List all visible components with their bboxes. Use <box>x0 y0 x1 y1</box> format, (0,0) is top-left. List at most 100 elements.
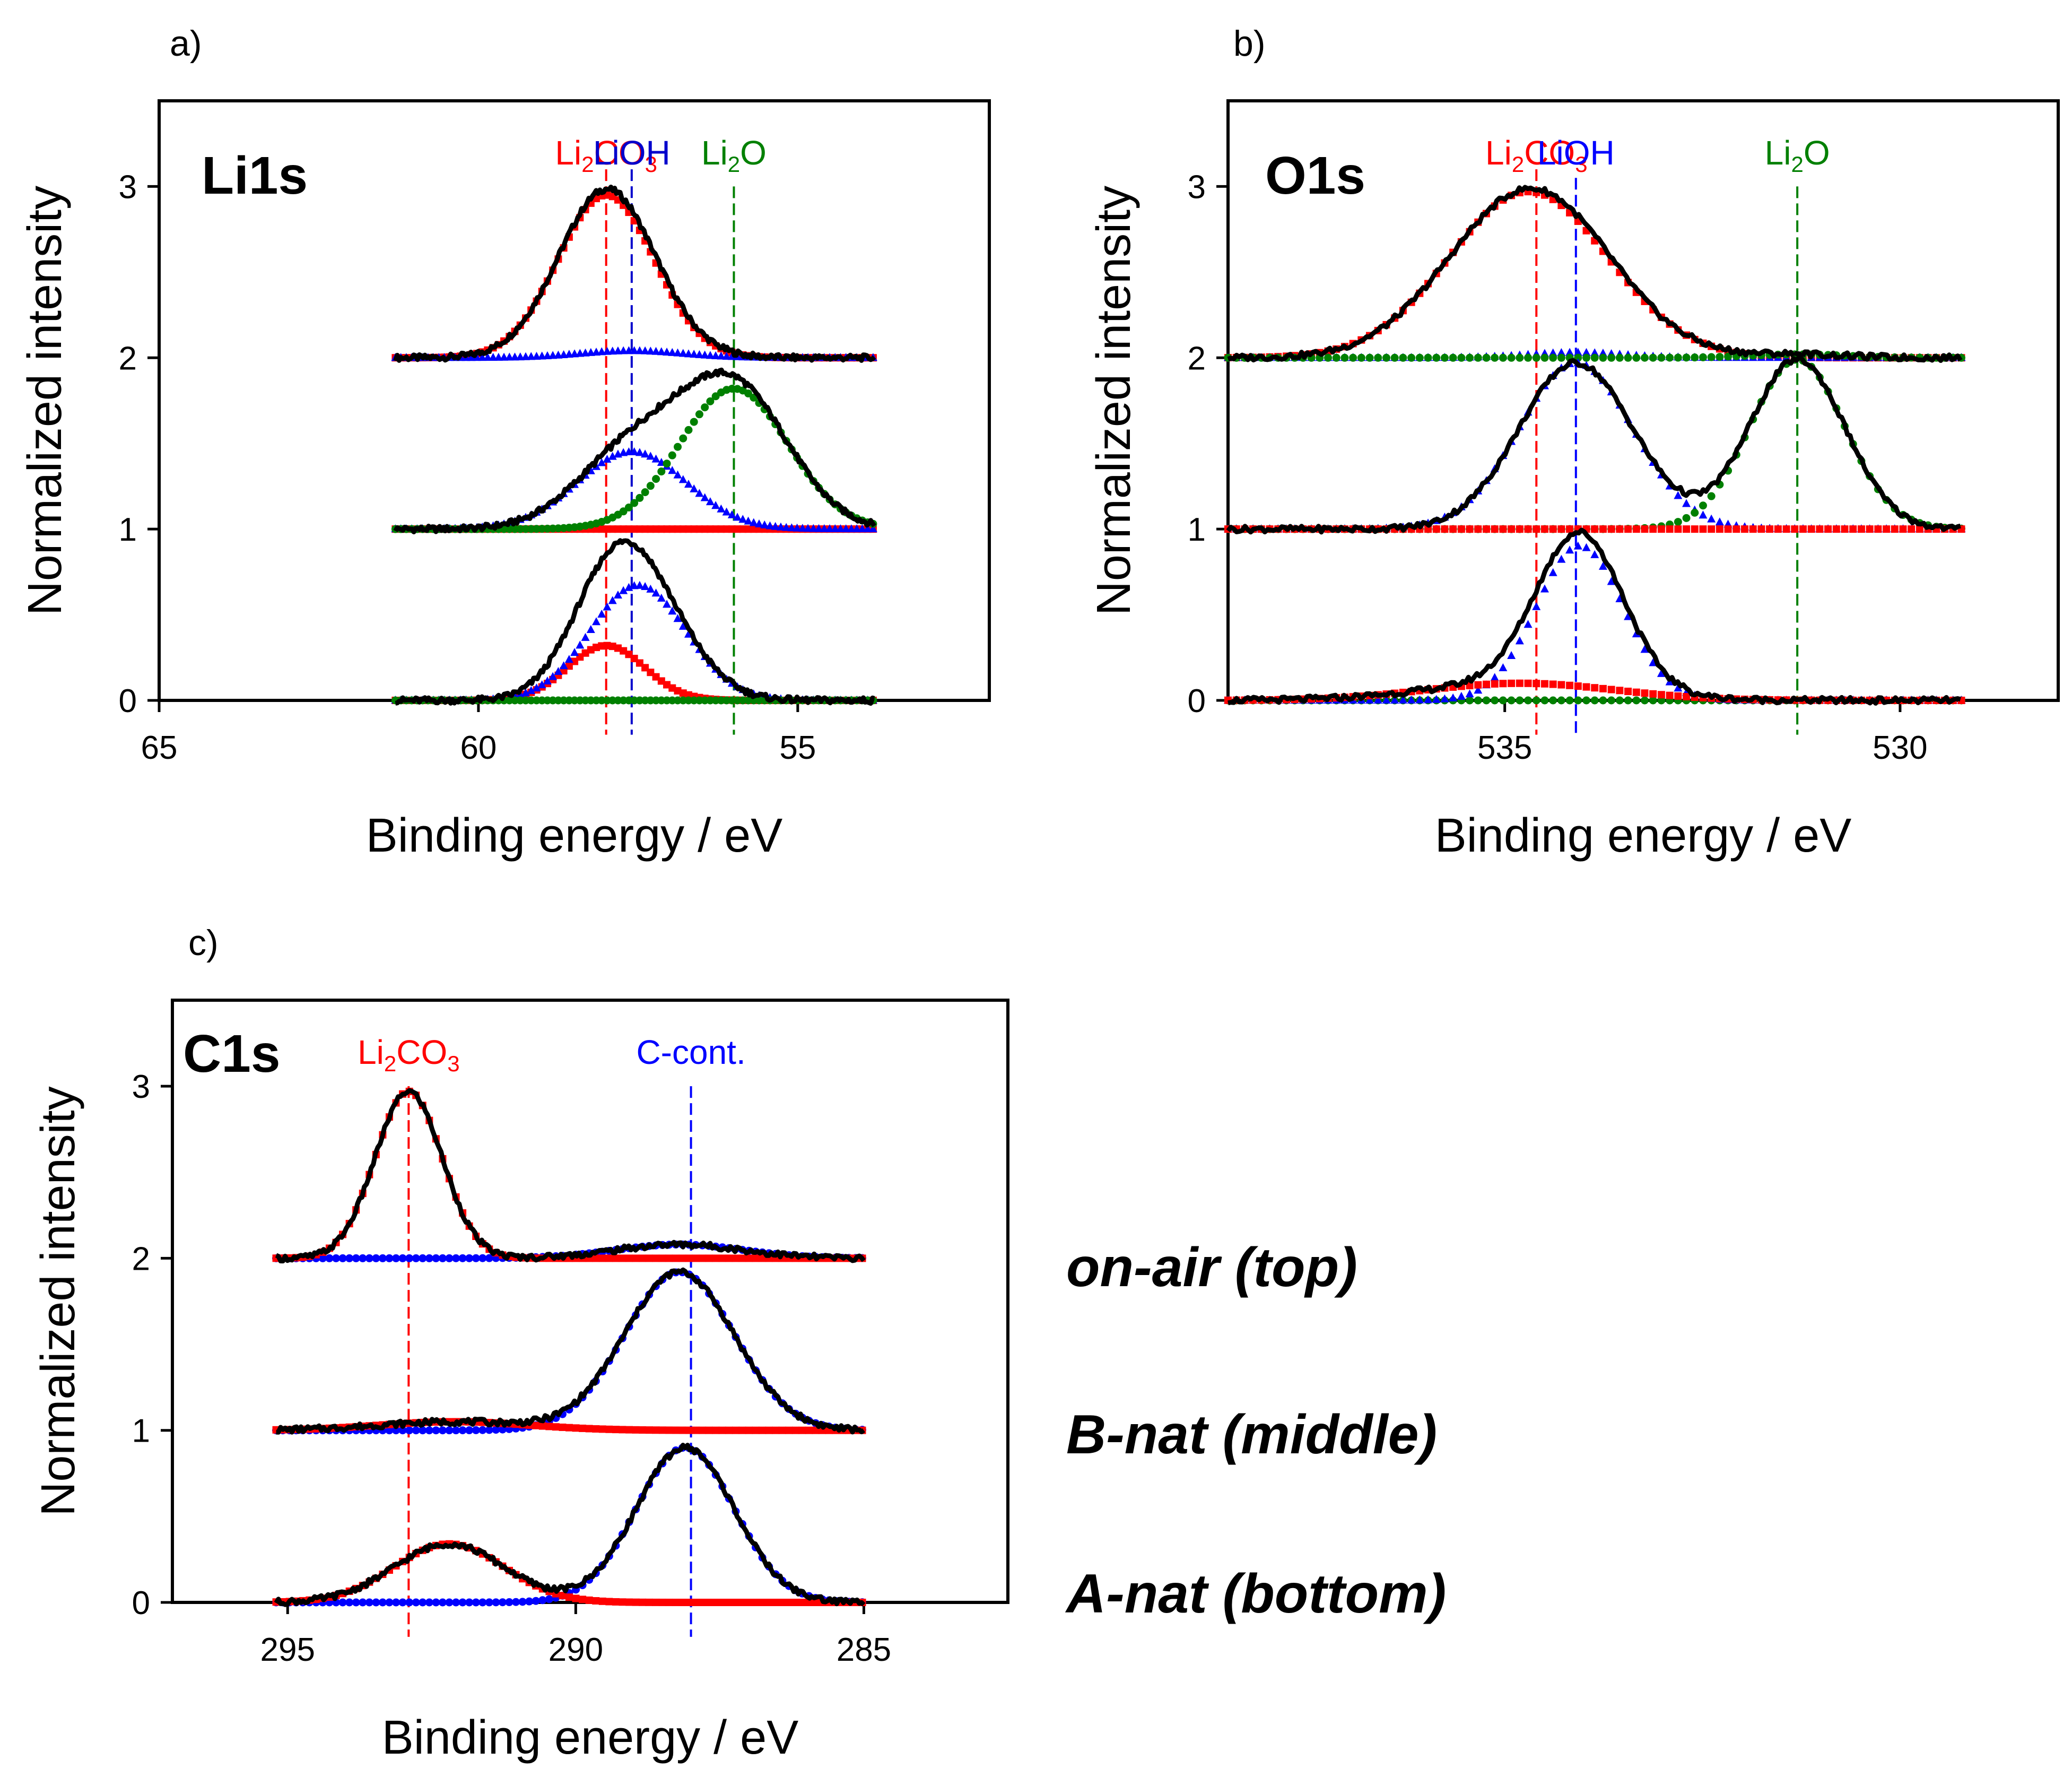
marker <box>772 1426 780 1434</box>
spectrum-1 <box>1224 354 1966 535</box>
marker <box>717 504 726 513</box>
marker <box>1398 695 1407 704</box>
marker <box>492 1426 500 1434</box>
marker <box>645 1254 653 1262</box>
marker <box>1849 525 1857 533</box>
marker <box>1457 353 1466 362</box>
marker <box>1548 568 1557 576</box>
marker <box>665 1254 673 1262</box>
measured-line <box>1226 354 1961 535</box>
spectrum-2 <box>1224 527 1966 706</box>
marker <box>619 1598 626 1606</box>
marker <box>678 621 687 630</box>
marker <box>831 524 840 533</box>
marker <box>538 1596 547 1605</box>
marker <box>738 1254 746 1262</box>
marker <box>1374 353 1382 362</box>
marker <box>1524 353 1533 362</box>
marker <box>612 1598 620 1606</box>
marker <box>1649 525 1657 533</box>
marker <box>852 524 861 533</box>
reference-label: Li2CO3 <box>1485 134 1588 177</box>
marker <box>812 1599 820 1606</box>
marker <box>467 353 476 361</box>
marker <box>1566 681 1574 689</box>
marker <box>1566 525 1574 533</box>
marker <box>1807 525 1815 533</box>
marker <box>412 1598 420 1607</box>
marker <box>619 586 628 594</box>
marker <box>1666 691 1674 699</box>
x-tick-label: 295 <box>260 1632 315 1668</box>
marker <box>1682 353 1691 362</box>
marker <box>598 1597 606 1605</box>
marker <box>1899 525 1907 533</box>
component-c-cont <box>272 1268 866 1435</box>
marker <box>1682 499 1691 507</box>
marker <box>1591 525 1599 533</box>
marker <box>1540 353 1549 362</box>
marker <box>619 1254 626 1262</box>
marker <box>1441 525 1449 533</box>
marker <box>1707 492 1716 500</box>
marker <box>527 352 536 360</box>
marker <box>639 1254 647 1262</box>
marker <box>1674 692 1682 700</box>
y-tick-label: 3 <box>119 169 137 205</box>
marker <box>405 1426 414 1435</box>
marker <box>646 584 655 593</box>
marker <box>605 1425 613 1433</box>
marker <box>805 1599 813 1606</box>
marker <box>672 1598 680 1606</box>
marker <box>771 522 780 530</box>
marker <box>1582 353 1591 362</box>
marker <box>1474 686 1483 694</box>
marker <box>668 348 677 356</box>
marker <box>521 688 530 697</box>
marker <box>579 1596 587 1603</box>
marker <box>744 516 753 525</box>
marker <box>1540 680 1548 688</box>
component-lioh <box>391 447 877 533</box>
marker <box>1674 518 1682 526</box>
measured-line <box>1227 527 1962 706</box>
marker <box>635 493 644 502</box>
marker <box>1382 353 1390 362</box>
marker <box>405 1598 414 1607</box>
marker <box>472 353 481 361</box>
spectrum-0 <box>272 1087 866 1264</box>
marker <box>692 1254 700 1262</box>
marker <box>1440 353 1449 362</box>
marker <box>791 1599 799 1606</box>
marker <box>483 353 492 361</box>
marker <box>785 1599 793 1606</box>
marker <box>712 1426 720 1434</box>
x-axis-label: Binding energy / eV <box>366 809 783 862</box>
marker <box>425 1426 433 1435</box>
marker <box>1640 645 1649 653</box>
measured-line <box>393 367 877 534</box>
marker <box>1573 541 1582 550</box>
spectrum-2 <box>272 1443 866 1607</box>
marker <box>438 1598 447 1607</box>
marker <box>798 1426 806 1434</box>
marker <box>612 1254 620 1262</box>
marker <box>635 580 644 589</box>
marker <box>727 510 736 518</box>
marker <box>432 1598 440 1607</box>
marker <box>692 1598 700 1606</box>
marker <box>498 1598 507 1607</box>
marker <box>1699 510 1708 519</box>
marker <box>700 493 709 501</box>
marker <box>608 346 617 355</box>
marker <box>657 593 666 602</box>
marker <box>639 1426 647 1434</box>
spectrum-1 <box>272 1267 866 1435</box>
marker <box>858 524 867 533</box>
marker <box>378 1254 387 1262</box>
marker <box>793 523 802 532</box>
marker <box>1616 525 1624 533</box>
marker <box>1508 525 1516 533</box>
marker <box>782 523 791 531</box>
